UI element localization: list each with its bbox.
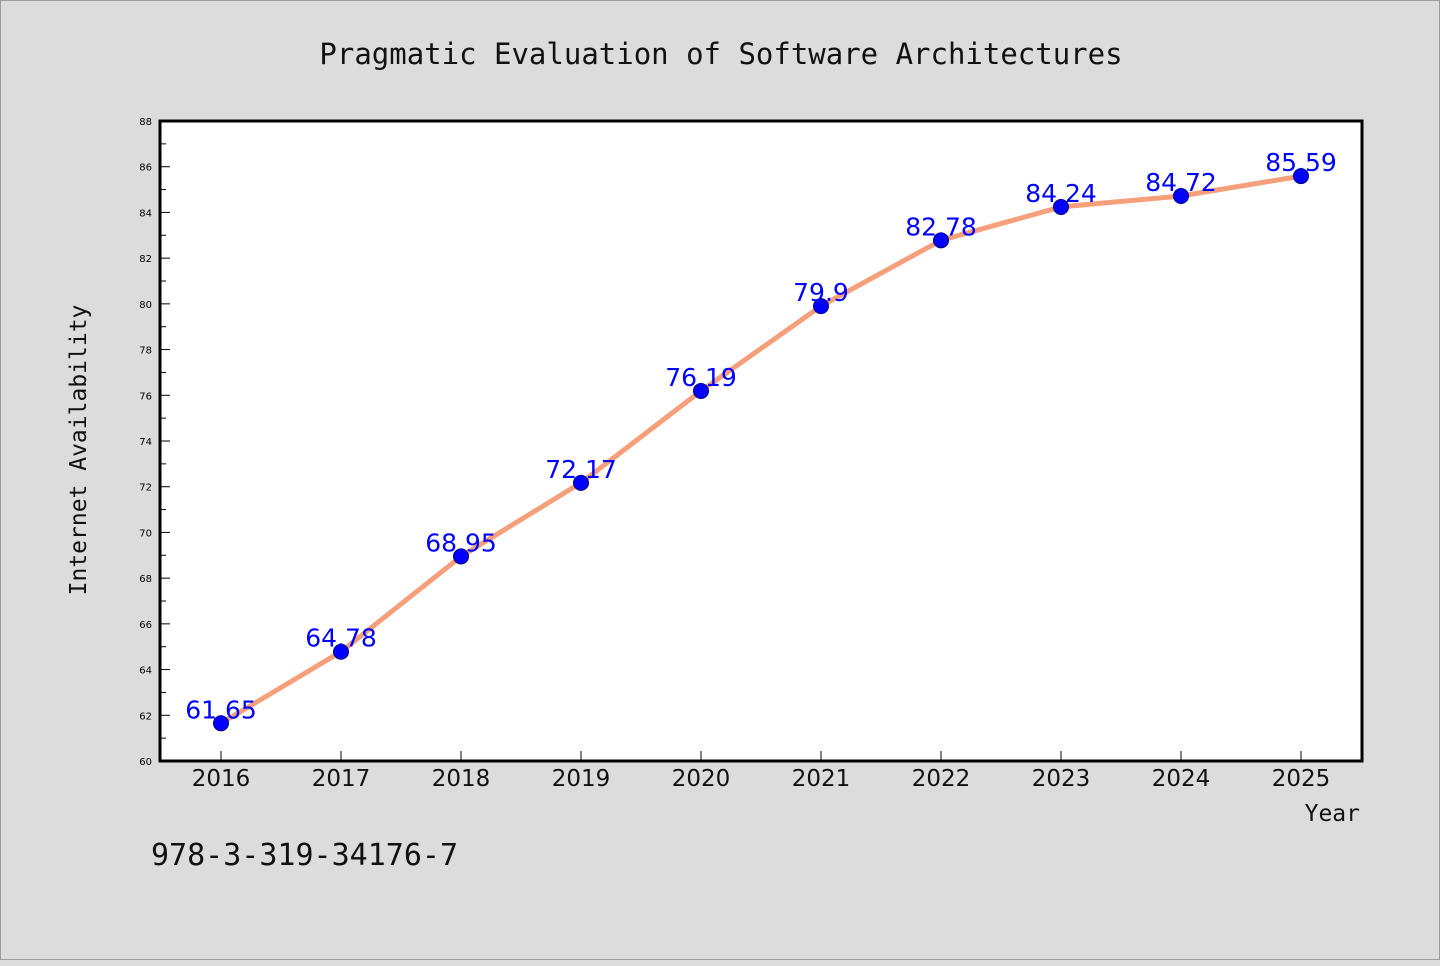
data-label: 64.78 [305, 624, 377, 653]
data-label: 84.24 [1025, 179, 1097, 208]
data-point [333, 643, 349, 660]
data-point [813, 298, 829, 315]
y-tick-label: 86 [139, 163, 152, 174]
y-tick-label: 78 [139, 346, 152, 357]
y-tick-label: 82 [139, 254, 152, 265]
y-tick-label: 66 [139, 620, 152, 631]
x-tick-label: 2020 [672, 766, 731, 792]
data-label: 79.9 [793, 278, 849, 307]
data-label: 85.59 [1265, 148, 1337, 177]
data-label: 82.78 [905, 212, 977, 241]
series-line [218, 173, 1304, 726]
data-point [1293, 168, 1309, 185]
y-tick-label: 64 [139, 666, 152, 677]
data-label: 72.17 [545, 455, 617, 484]
x-tick-label: 2023 [1032, 766, 1091, 792]
x-tick-label: 2021 [792, 766, 851, 792]
series-markers [213, 168, 1309, 732]
x-tick-label: 2018 [432, 766, 491, 792]
data-point [1173, 187, 1189, 204]
data-point [693, 382, 709, 399]
x-tick-label: 2022 [912, 766, 971, 792]
x-tick-label: 2024 [1152, 766, 1211, 792]
data-label: 76.19 [665, 363, 737, 392]
data-labels: 61.65 64.78 68.95 72.17 76.19 79.9 82.78 84.24 8… [185, 148, 1337, 724]
data-label: 84.72 [1145, 168, 1217, 197]
x-axis-label: Year [1305, 801, 1360, 827]
y-tick-label: 80 [139, 300, 152, 311]
data-point [453, 548, 469, 565]
y-tick-label: 72 [139, 483, 152, 494]
data-point [933, 232, 949, 249]
y-axis: 60 62 64 66 68 70 72 74 76 78 80 82 84 86 88 [139, 117, 170, 768]
x-tick-label: 2019 [552, 766, 611, 792]
data-point [573, 474, 589, 491]
y-tick-label: 62 [139, 711, 152, 722]
footnote-isbn: 978-3-319-34176-7 [151, 838, 458, 873]
y-tick-label: 76 [139, 391, 152, 402]
data-point [1053, 198, 1069, 215]
plot-area [158, 119, 1364, 763]
x-tick-label: 2017 [312, 766, 371, 792]
y-tick-label: 88 [139, 117, 152, 128]
data-label: 68.95 [425, 528, 497, 557]
y-tick-label: 70 [139, 528, 152, 539]
y-axis-label: Internet Availability [66, 305, 92, 596]
x-tick-label: 2025 [1272, 766, 1331, 792]
chart-title: Pragmatic Evaluation of Software Archite… [319, 37, 1122, 71]
y-tick-label: 84 [139, 208, 152, 219]
y-tick-label: 60 [139, 757, 152, 768]
data-point [213, 715, 229, 732]
x-tick-label: 2016 [192, 766, 251, 792]
y-tick-label: 74 [139, 437, 152, 448]
x-axis: 2016 2017 2018 2019 2020 2021 2022 2023 2024 2025 [192, 751, 1331, 792]
y-tick-label: 68 [139, 574, 152, 585]
data-label: 61.65 [185, 695, 257, 724]
